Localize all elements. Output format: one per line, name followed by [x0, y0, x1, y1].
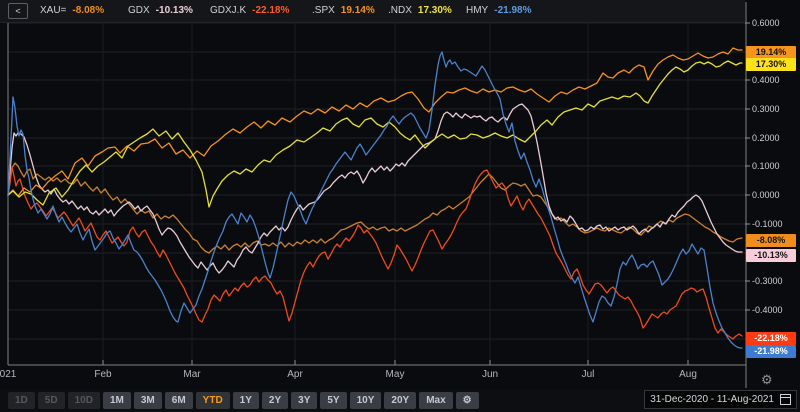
- y-axis-tick-label: 0.0000: [752, 190, 780, 200]
- legend-value: -8.08%: [72, 5, 105, 16]
- last-value-badge: -10.13%: [746, 249, 796, 262]
- last-value-badge: -22.18%: [746, 332, 796, 345]
- last-value-badge: 17.30%: [746, 58, 796, 71]
- legend-value: -10.13%: [155, 5, 193, 16]
- range-button-1d[interactable]: 1D: [8, 392, 35, 409]
- range-button-5d[interactable]: 5D: [37, 392, 65, 409]
- legend-symbol: HMY: [466, 5, 489, 16]
- legend-symbol: XAU=: [40, 5, 67, 16]
- chart-settings-icon[interactable]: ⚙: [761, 372, 773, 387]
- date-range-text: 31-Dec-2020 - 11-Aug-2021: [650, 394, 774, 405]
- date-range-picker[interactable]: 31-Dec-2020 - 11-Aug-2021: [644, 390, 797, 409]
- y-axis-tick-label: 0.4000: [752, 75, 780, 85]
- range-button-3y[interactable]: 3Y: [291, 392, 318, 409]
- x-axis-tick-label: 021: [0, 369, 17, 380]
- y-axis-tick-label: -0.4000: [752, 305, 783, 315]
- last-value-badge: -21.98%: [746, 345, 796, 358]
- range-button-6m[interactable]: 6M: [164, 392, 193, 409]
- range-button-ytd[interactable]: YTD: [195, 392, 230, 409]
- legend-symbol: GDXJ.K: [210, 5, 247, 16]
- legend-item-xau[interactable]: XAU= -8.08%: [40, 5, 104, 16]
- range-button-10d[interactable]: 10D: [67, 392, 100, 409]
- x-axis-tick-label: Feb: [94, 369, 112, 380]
- x-axis-tick-label: Mar: [183, 369, 201, 380]
- legend-item-ndx[interactable]: .NDX 17.30%: [388, 5, 452, 16]
- x-axis-tick-label: Jul: [581, 369, 595, 380]
- legend-item-gdx[interactable]: GDX -10.13%: [128, 5, 193, 16]
- range-toolbar: 1D 5D 10D 1M 3M 6M YTD 1Y 2Y 3Y 5Y 10Y 2…: [0, 389, 800, 412]
- range-button-max[interactable]: Max: [419, 392, 453, 409]
- range-button-5y[interactable]: 5Y: [320, 392, 347, 409]
- legend-value: -22.18%: [252, 5, 290, 16]
- legend-bar: < XAU= -8.08% GDX -10.13% GDXJ.K -22.18% .S…: [0, 0, 745, 23]
- range-button-1y[interactable]: 1Y: [232, 392, 259, 409]
- y-axis-tick-label: 0.1000: [752, 161, 780, 171]
- x-axis-tick-label: May: [385, 369, 405, 380]
- last-value-badge: -8.08%: [746, 234, 796, 247]
- y-axis-tick-label: -0.3000: [752, 276, 783, 286]
- legend-value: 19.14%: [340, 5, 375, 16]
- legend-item-gdxj[interactable]: GDXJ.K -22.18%: [210, 5, 289, 16]
- legend-symbol: .SPX: [312, 5, 335, 16]
- y-axis-tick-label: -0.1000: [752, 219, 783, 229]
- last-value-badge: 19.14%: [746, 46, 796, 59]
- legend-value: -21.98%: [494, 5, 532, 16]
- calendar-icon: [780, 394, 791, 405]
- range-button-1m[interactable]: 1M: [102, 392, 131, 409]
- legend-symbol: .NDX: [388, 5, 412, 16]
- range-button-2y[interactable]: 2Y: [261, 392, 289, 409]
- y-axis-tick-label: 0.2000: [752, 133, 780, 143]
- legend-symbol: GDX: [128, 5, 150, 16]
- legend-item-hmy[interactable]: HMY -21.98%: [466, 5, 531, 16]
- range-button-3m[interactable]: 3M: [133, 392, 162, 409]
- back-button[interactable]: <: [8, 3, 28, 19]
- range-button-20y[interactable]: 20Y: [384, 392, 417, 409]
- y-axis-tick-label: 0.3000: [752, 104, 780, 114]
- range-button-10y[interactable]: 10Y: [349, 392, 382, 409]
- y-axis-tick-label: 0.6000: [752, 18, 780, 28]
- x-axis-tick-label: Jun: [481, 369, 499, 380]
- legend-item-spx[interactable]: .SPX 19.14%: [312, 5, 375, 16]
- legend-value: 17.30%: [417, 5, 452, 16]
- x-axis-tick-label: Apr: [287, 369, 303, 380]
- toolbar-gear-button[interactable]: ⚙: [455, 392, 479, 409]
- x-axis-tick-label: Aug: [679, 369, 697, 380]
